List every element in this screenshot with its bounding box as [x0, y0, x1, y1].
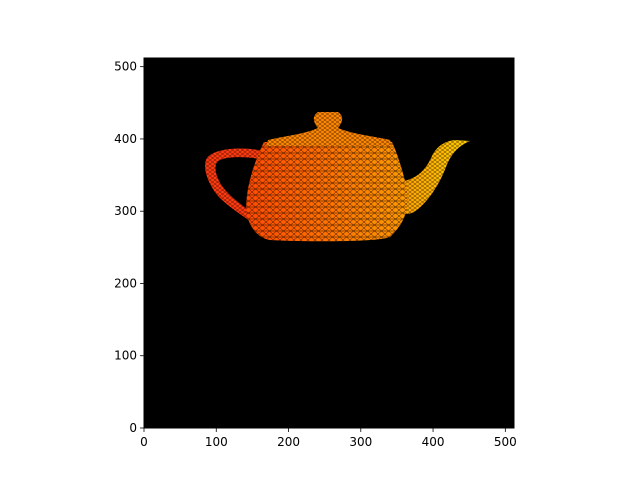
y-tick-label: 100 [114, 349, 137, 363]
y-tick-label: 400 [114, 132, 137, 146]
y-tick-label: 500 [114, 60, 137, 74]
x-tick-label: 0 [140, 435, 148, 449]
y-tick-label: 0 [129, 421, 137, 435]
x-tick-label: 100 [205, 435, 228, 449]
x-tick-label: 300 [349, 435, 372, 449]
x-tick-label: 500 [494, 435, 517, 449]
y-axis-ticks: 0 100 200 300 400 500 [114, 60, 144, 435]
y-tick-label: 200 [114, 276, 137, 290]
teapot-wireframe [205, 112, 470, 242]
teapot-spout-mesh [398, 140, 470, 214]
y-tick-label: 300 [114, 204, 137, 218]
x-tick-label: 200 [277, 435, 300, 449]
x-tick-label: 400 [422, 435, 445, 449]
teapot-lid-mesh [266, 112, 392, 146]
plot-frame [143, 57, 515, 429]
x-axis-ticks: 0 100 200 300 400 500 [140, 428, 517, 449]
teapot-body-mesh [246, 142, 408, 242]
